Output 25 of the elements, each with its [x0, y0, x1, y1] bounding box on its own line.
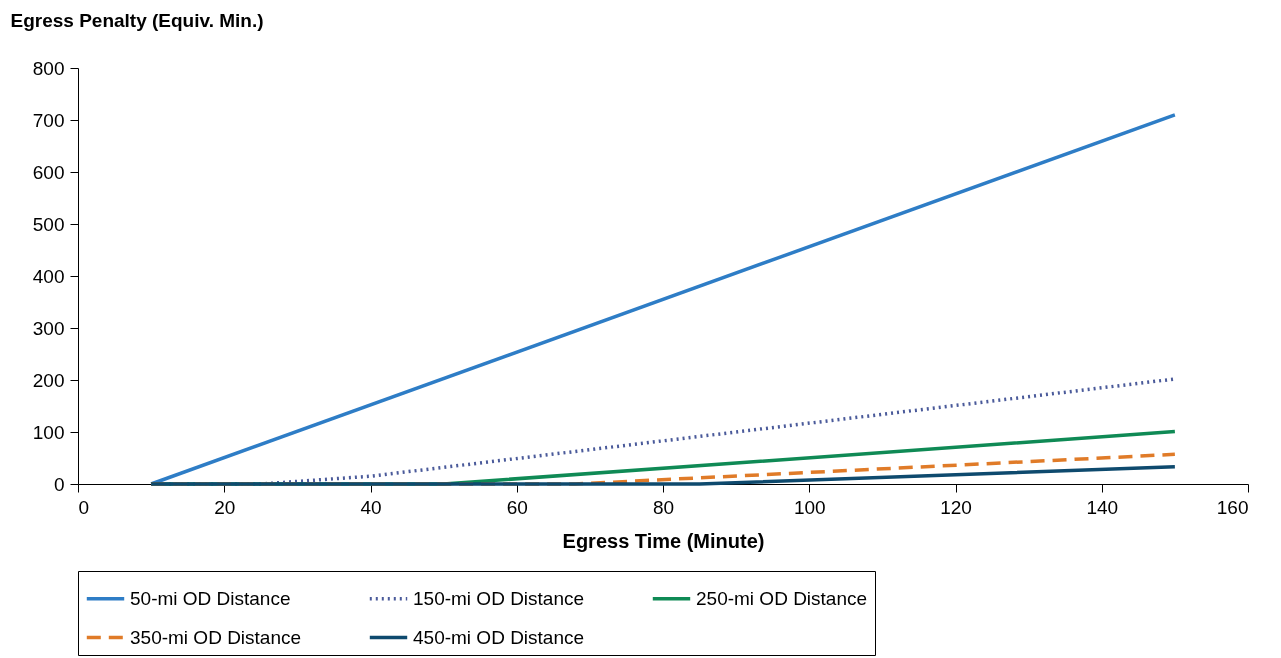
x-tick-label: 60	[506, 496, 528, 518]
y-tick-label: 800	[32, 57, 65, 79]
legend-label: 450-mi OD Distance	[413, 626, 585, 648]
x-tick-label: 160	[1216, 496, 1249, 518]
y-tick-label: 0	[53, 473, 65, 495]
x-tick-label: 120	[940, 496, 972, 518]
x-tick-label: 140	[1086, 496, 1119, 518]
y-tick-label: 200	[32, 369, 65, 391]
y-tick-label: 700	[32, 109, 65, 131]
legend-label: 350-mi OD Distance	[130, 626, 302, 648]
legend-label: 150-mi OD Distance	[413, 587, 585, 609]
x-tick-label: 0	[78, 496, 90, 518]
x-tick-label: 40	[360, 496, 382, 518]
y-tick-label: 500	[32, 213, 65, 235]
y-axis-title: Egress Penalty (Equiv. Min.)	[10, 9, 264, 31]
x-tick-label: 20	[214, 496, 236, 518]
legend-label: 250-mi OD Distance	[696, 587, 868, 609]
y-tick-label: 300	[32, 317, 65, 339]
legend-label: 50-mi OD Distance	[130, 587, 291, 609]
y-tick-label: 400	[32, 265, 65, 287]
x-axis-title: Egress Time (Minute)	[562, 529, 765, 552]
x-tick-label: 100	[793, 496, 826, 518]
y-tick-label: 600	[32, 161, 65, 183]
x-tick-label: 80	[652, 496, 675, 518]
y-tick-label: 100	[32, 421, 65, 443]
